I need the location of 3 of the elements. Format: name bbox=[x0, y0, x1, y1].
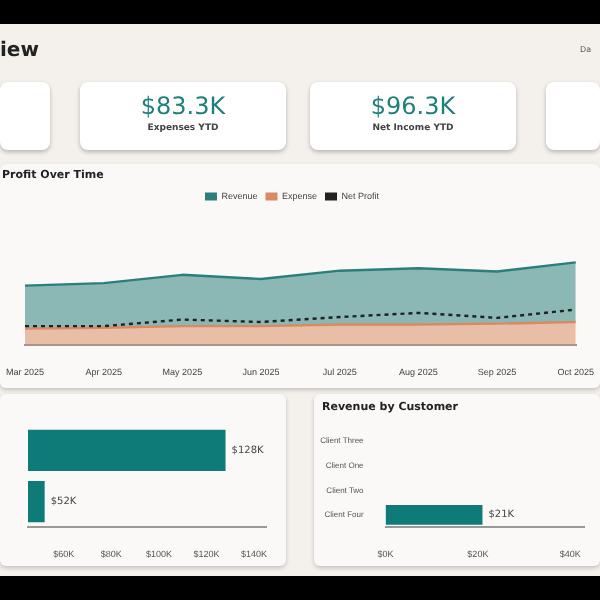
text: $96.3K bbox=[368, 92, 458, 120]
text: iew bbox=[0, 40, 39, 62]
text: $83.3K bbox=[138, 92, 228, 120]
